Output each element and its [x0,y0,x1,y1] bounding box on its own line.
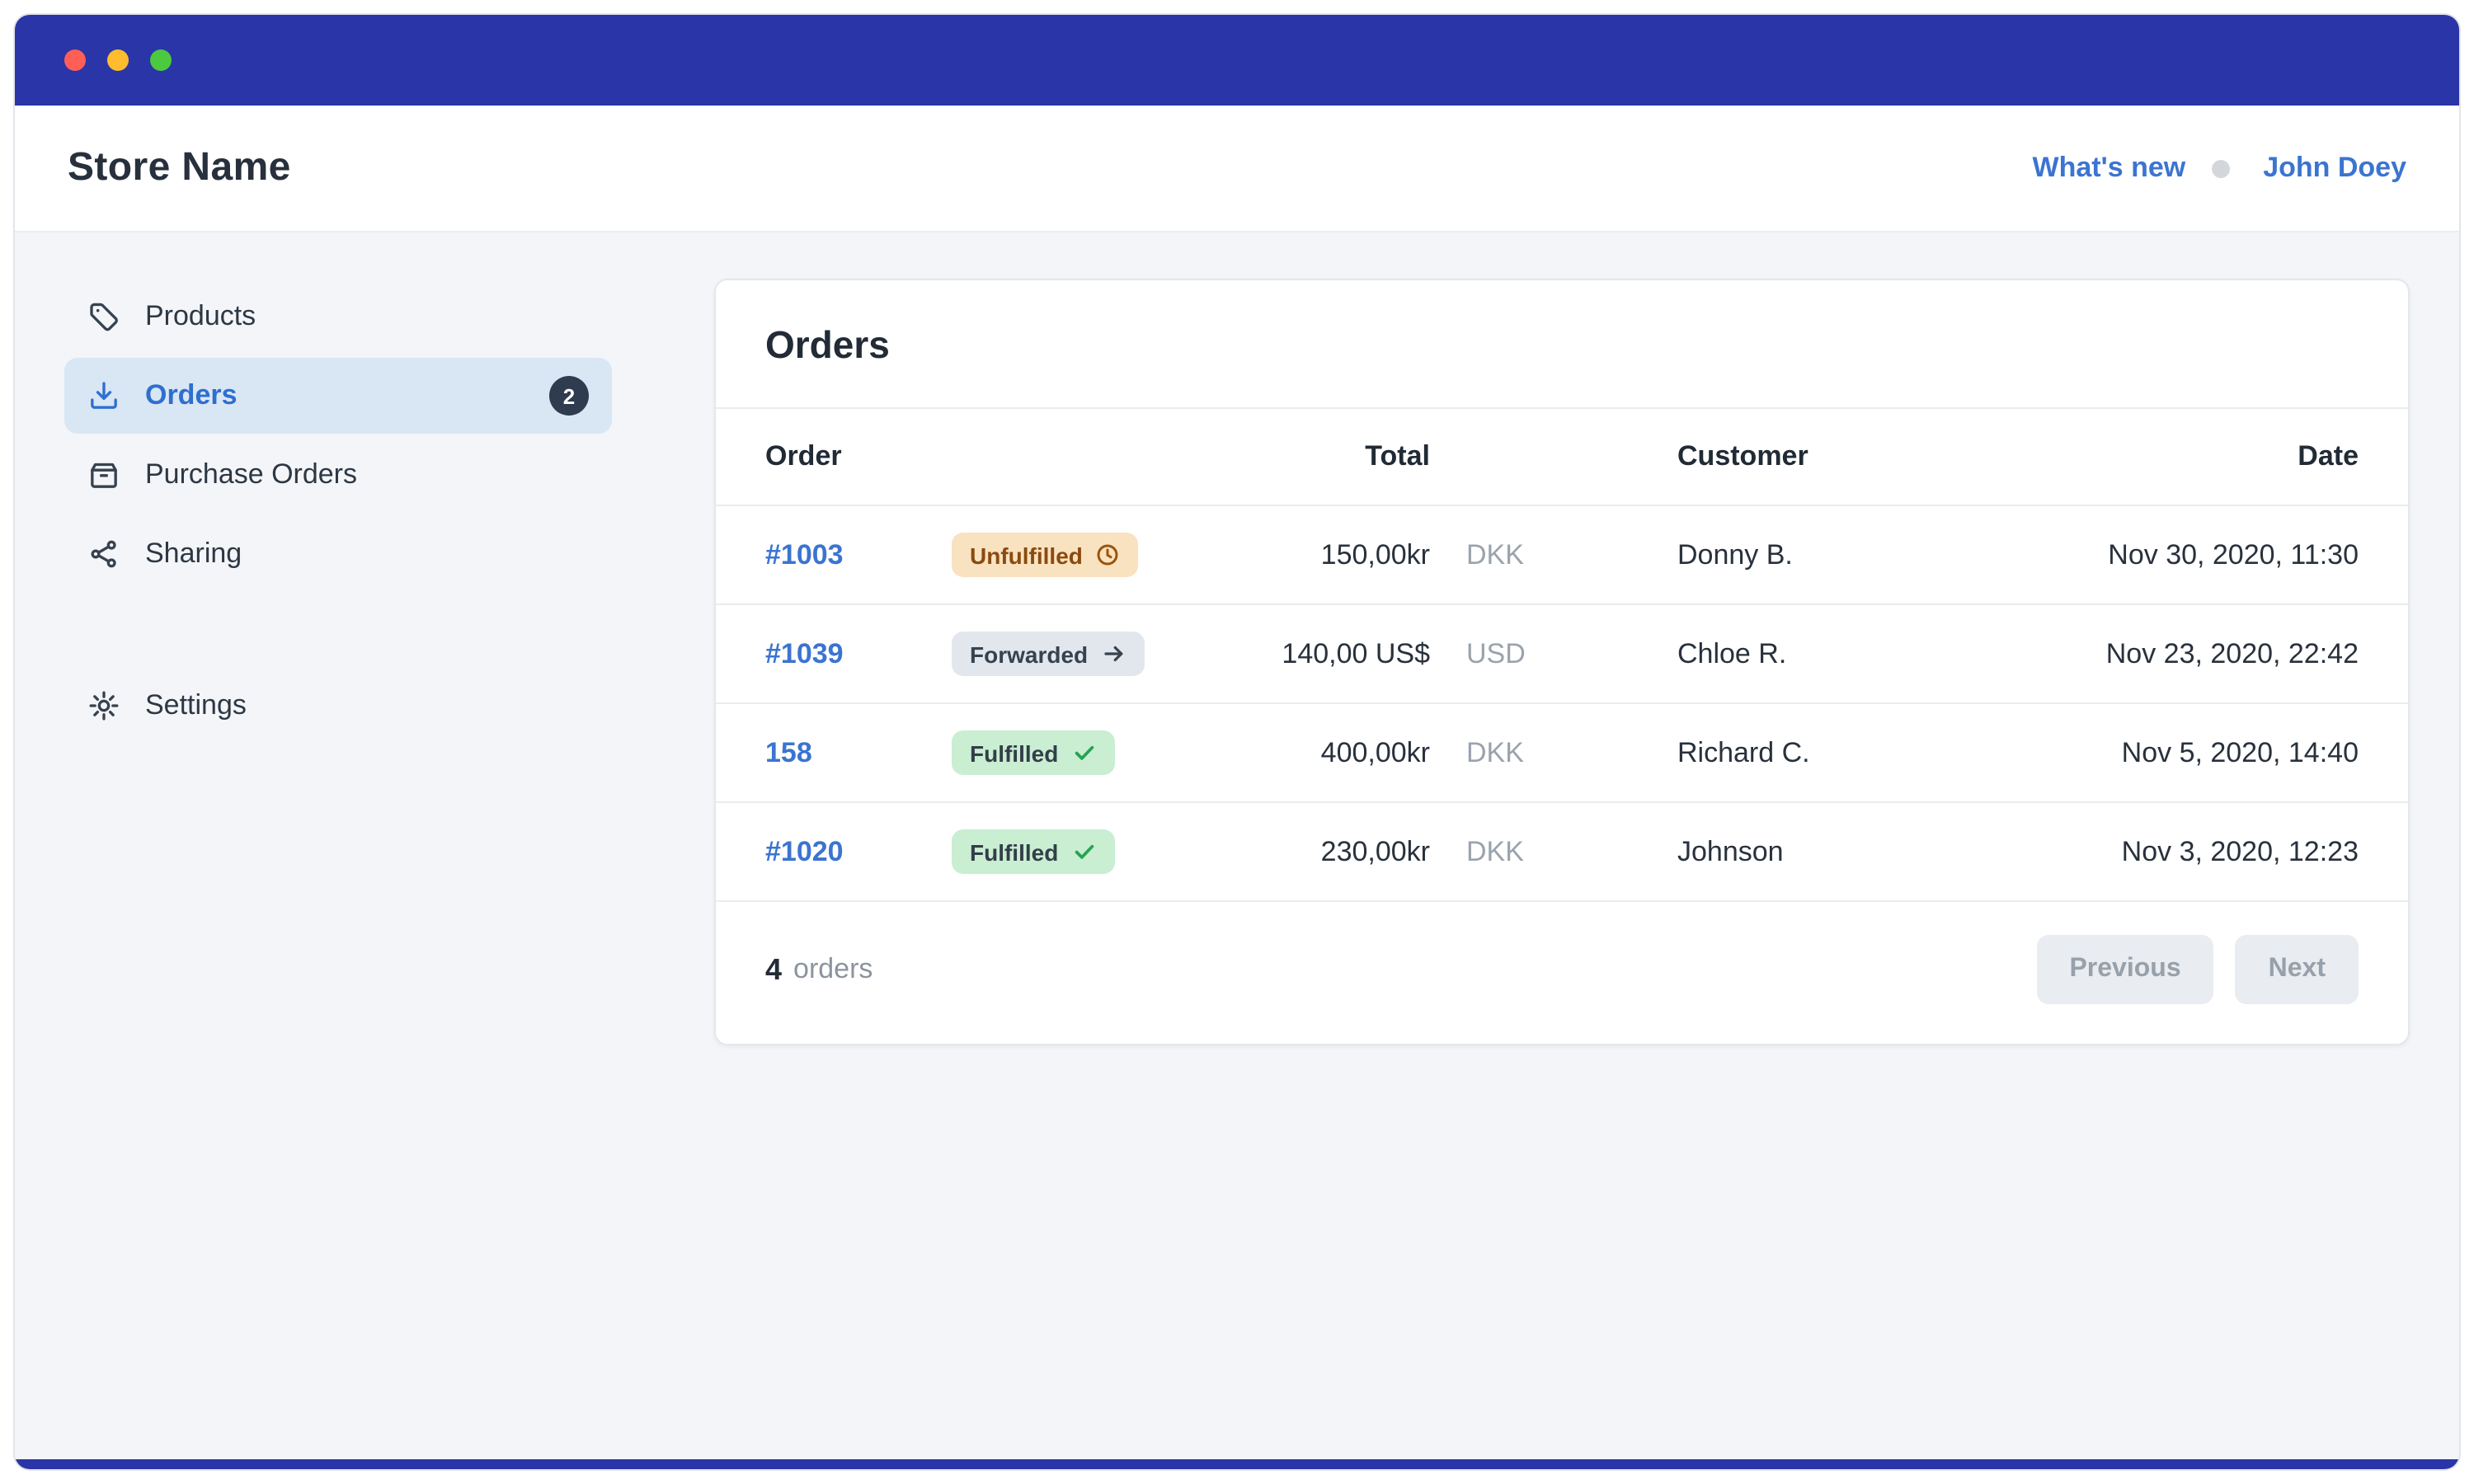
whats-new-link[interactable]: What's new [2032,152,2186,183]
notification-dot-icon [2212,159,2231,177]
content: Products Orders 2 Purchase Orders [15,232,2459,1459]
status-badge-label: Forwarded [970,641,1089,667]
order-customer: Chloe R. [1677,637,1787,669]
status-cell: Fulfilled [952,730,1249,775]
order-link[interactable]: #1003 [765,538,844,570]
app-header: Store Name What's new John Doey [15,106,2459,232]
order-currency: USD [1466,637,1526,669]
order-date: Nov 3, 2020, 12:23 [2121,835,2359,866]
order-total: 400,00kr [1320,736,1430,768]
order-link[interactable]: #1020 [765,835,844,866]
sidebar: Products Orders 2 Purchase Orders [64,279,612,747]
sidebar-item-label: Settings [145,689,247,721]
order-currency: DKK [1466,538,1524,570]
status-badge-label: Fulfilled [970,838,1059,865]
status-badge: Fulfilled [952,829,1115,874]
previous-page-button[interactable]: Previous [2036,935,2214,1004]
sidebar-item-label: Products [145,300,256,331]
order-total: 140,00 US$ [1282,637,1430,669]
order-customer: Richard C. [1677,736,1810,768]
order-date: Nov 23, 2020, 22:42 [2105,637,2359,669]
titlebar [15,15,2459,106]
order-customer: Johnson [1677,835,1784,866]
clock-icon [1096,542,1121,567]
window-bottom-bar [15,1459,2459,1469]
user-menu-link[interactable]: John Doey [2263,152,2406,183]
store-name: Store Name [68,145,291,190]
check-icon [1071,839,1096,864]
tag-icon [87,300,120,333]
order-customer: Donny B. [1677,538,1793,570]
column-header-total: Total [1365,440,1430,472]
page-title: Orders [765,323,890,366]
sidebar-item-purchase-orders[interactable]: Purchase Orders [64,437,612,513]
order-currency: DKK [1466,736,1524,768]
table-row: #1039 Forwarded 140,00 US$ USD Chloe R. [716,603,2408,702]
table-footer: 4 orders Previous Next [716,900,2408,1044]
sidebar-item-products[interactable]: Products [64,279,612,355]
gear-icon [87,689,120,722]
status-cell: Fulfilled [952,829,1249,874]
orders-count-badge: 2 [549,376,589,416]
status-cell: Unfulfilled [952,533,1249,577]
orders-count-label: orders [793,953,873,984]
order-currency: DKK [1466,835,1524,866]
column-header-date: Date [2298,440,2359,472]
order-date: Nov 5, 2020, 14:40 [2121,736,2359,768]
orders-tray-icon [87,379,120,412]
minimize-window-button[interactable] [107,49,129,71]
table-row: #1003 Unfulfilled 150,00kr DKK Donny B. [716,505,2408,603]
order-link[interactable]: 158 [765,736,812,768]
table-row: #1020 Fulfilled 230,00kr DKK Johnson [716,801,2408,900]
sidebar-item-orders[interactable]: Orders 2 [64,358,612,434]
pagination: Previous Next [2036,935,2359,1004]
sidebar-item-label: Sharing [145,538,242,569]
order-total: 150,00kr [1320,538,1430,570]
status-badge-label: Unfulfilled [970,542,1083,568]
table-row: 158 Fulfilled 400,00kr DKK Richard C. [716,702,2408,801]
orders-card: Orders Order Total Customer Date #1003 [714,279,2410,1045]
next-page-button[interactable]: Next [2235,935,2359,1004]
sidebar-item-label: Orders [145,379,238,411]
check-icon [1071,740,1096,765]
main: Orders Order Total Customer Date #1003 [714,279,2410,1045]
sidebar-item-settings[interactable]: Settings [64,668,612,744]
order-total: 230,00kr [1320,835,1430,866]
status-cell: Forwarded [952,632,1249,676]
order-date: Nov 30, 2020, 11:30 [2108,538,2359,570]
purchase-box-icon [87,458,120,491]
status-badge: Fulfilled [952,730,1115,775]
share-icon [87,538,120,571]
status-badge-label: Fulfilled [970,740,1059,766]
status-badge: Unfulfilled [952,533,1139,577]
order-link[interactable]: #1039 [765,637,844,669]
close-window-button[interactable] [64,49,86,71]
card-title-row: Orders [716,280,2408,409]
table-header-row: Order Total Customer Date [716,409,2408,505]
arrow-right-icon [1101,641,1126,666]
zoom-window-button[interactable] [150,49,172,71]
sidebar-item-sharing[interactable]: Sharing [64,516,612,592]
sidebar-item-label: Purchase Orders [145,458,357,490]
header-right: What's new John Doey [2033,152,2406,185]
app-window: Store Name What's new John Doey Products [13,13,2461,1471]
status-badge: Forwarded [952,632,1145,676]
orders-count: 4 [765,952,783,985]
column-header-customer: Customer [1677,440,1808,472]
column-header-order: Order [765,440,842,472]
